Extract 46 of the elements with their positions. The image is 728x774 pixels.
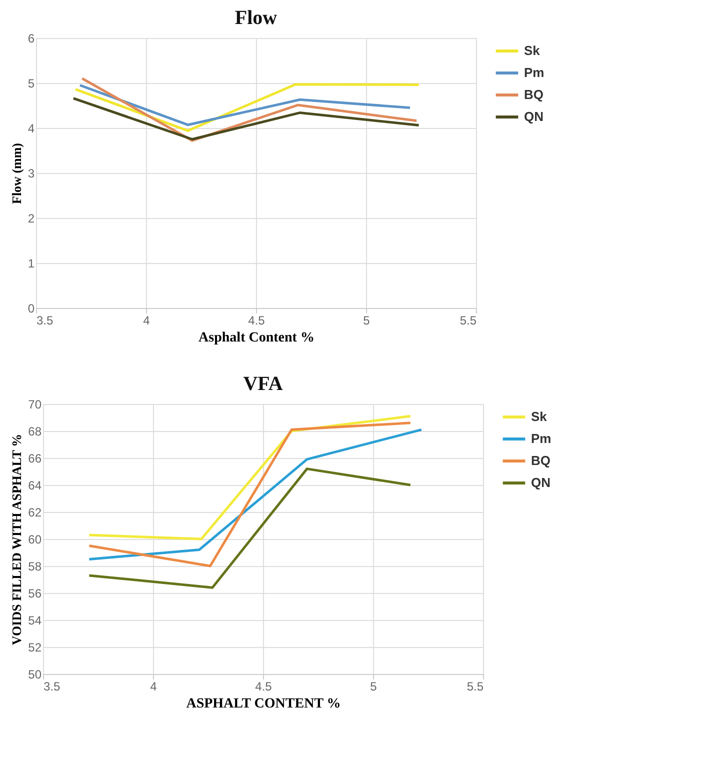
legend-label: Pm bbox=[524, 65, 544, 80]
y-tick-label: 66 bbox=[28, 452, 42, 466]
legend-label: BQ bbox=[531, 453, 550, 468]
legend-label: Pm bbox=[531, 431, 552, 446]
chart-title: VFA bbox=[243, 373, 284, 395]
legend-label: Sk bbox=[524, 43, 541, 58]
y-tick-label: 0 bbox=[28, 302, 35, 316]
x-tick-label: 4.5 bbox=[255, 680, 272, 694]
x-tick-label: 4 bbox=[150, 680, 158, 694]
x-tick-label: 3.5 bbox=[36, 314, 54, 328]
x-axis-title: ASPHALT CONTENT % bbox=[186, 696, 341, 712]
y-tick-label: 52 bbox=[28, 640, 42, 654]
y-tick-label: 54 bbox=[28, 614, 42, 628]
y-tick-label: 4 bbox=[28, 122, 35, 136]
line-series bbox=[72, 97, 420, 140]
x-tick-label: 5.5 bbox=[466, 680, 484, 694]
line-series bbox=[78, 84, 412, 126]
y-tick-label: 56 bbox=[28, 586, 42, 600]
y-tick-label: 6 bbox=[28, 32, 35, 46]
legend-label: QN bbox=[524, 109, 544, 124]
line-series bbox=[88, 468, 412, 589]
legend-label: Sk bbox=[531, 409, 548, 424]
y-tick-label: 70 bbox=[28, 398, 42, 412]
legend-label: BQ bbox=[524, 87, 544, 102]
y-tick-label: 58 bbox=[28, 560, 42, 574]
x-axis-title: Asphalt Content % bbox=[198, 330, 314, 346]
chart-title: Flow bbox=[234, 7, 278, 29]
y-tick-label: 3 bbox=[28, 166, 35, 180]
line-series bbox=[74, 83, 420, 132]
y-tick-label: 68 bbox=[28, 424, 42, 438]
y-axis-title: Flow (mm) bbox=[8, 142, 24, 204]
y-axis-title: VOIDS FILLED WITH ASPHALT % bbox=[9, 434, 24, 646]
y-tick-label: 62 bbox=[28, 506, 42, 520]
x-tick-label: 4 bbox=[143, 314, 150, 328]
legend-label: QN bbox=[531, 475, 550, 490]
y-tick-label: 60 bbox=[28, 532, 42, 546]
y-tick-label: 2 bbox=[28, 212, 35, 226]
y-tick-label: 1 bbox=[28, 256, 35, 270]
x-tick-label: 3.5 bbox=[44, 680, 61, 694]
y-tick-label: 5 bbox=[28, 76, 35, 90]
x-tick-label: 5.5 bbox=[460, 314, 477, 328]
x-tick-label: 5 bbox=[363, 314, 370, 328]
x-tick-label: 5 bbox=[370, 680, 378, 694]
y-tick-label: 64 bbox=[28, 478, 42, 492]
y-tick-label: 50 bbox=[28, 668, 42, 682]
x-tick-label: 4.5 bbox=[248, 314, 266, 328]
